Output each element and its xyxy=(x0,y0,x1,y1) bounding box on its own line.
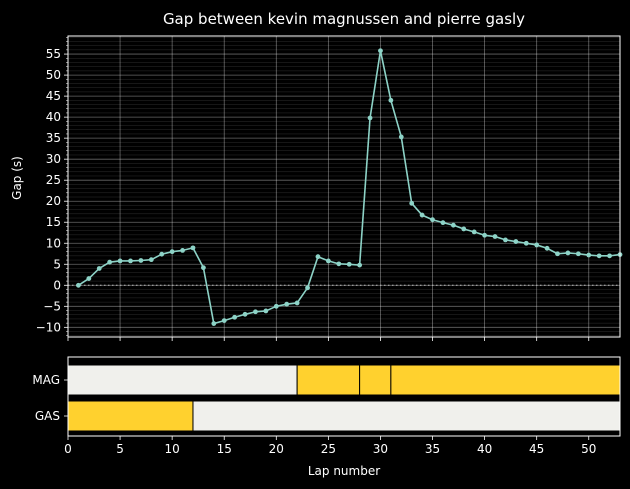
x-tick-label: 35 xyxy=(425,442,440,456)
stint-bar-mag xyxy=(359,364,392,396)
gap-point xyxy=(503,237,508,243)
gap-point xyxy=(357,262,363,268)
gap-point xyxy=(253,309,258,315)
x-tick-label: 30 xyxy=(373,442,388,456)
gap-point xyxy=(76,282,81,288)
gap-point xyxy=(200,265,206,271)
plot-frame xyxy=(67,35,621,338)
y-tick-label: 10 xyxy=(46,236,61,250)
gap-point xyxy=(305,285,310,291)
gap-point xyxy=(284,301,290,307)
stint-bar-mag xyxy=(67,364,298,396)
gap-point xyxy=(336,261,342,267)
gap-point xyxy=(346,261,352,267)
gap-point xyxy=(159,251,165,257)
y-tick-label: −10 xyxy=(36,320,61,334)
gap-point xyxy=(325,258,331,264)
gap-point xyxy=(190,245,196,251)
gap-point xyxy=(294,300,300,306)
y-tick-label: 35 xyxy=(46,131,61,145)
x-tick-label: 25 xyxy=(321,442,336,456)
gap-point xyxy=(419,212,425,218)
gap-point xyxy=(138,258,144,263)
x-tick-label: 50 xyxy=(581,442,596,456)
gap-point xyxy=(315,254,321,260)
gap-point xyxy=(211,321,217,326)
tyre-stint-plot: MAG GAS 0 5 10 15 20 25 30 35 40 45 50 xyxy=(32,356,621,456)
gap-point xyxy=(430,217,435,223)
gap-point xyxy=(128,258,133,264)
gap-point xyxy=(461,226,467,232)
x-tick-label: 0 xyxy=(64,442,72,456)
gap-point xyxy=(263,308,269,314)
gap-point xyxy=(586,252,592,258)
gap-point xyxy=(242,311,248,317)
y-tick-label: 50 xyxy=(46,68,61,82)
gap-point xyxy=(148,257,154,263)
gap-point xyxy=(398,134,404,140)
gap-point xyxy=(367,115,373,121)
driver-label-mag: MAG xyxy=(32,373,60,387)
gap-point xyxy=(221,318,227,324)
x-tick-label: 40 xyxy=(477,442,492,456)
gap-point xyxy=(107,259,113,265)
gap-point xyxy=(534,242,540,248)
gap-point xyxy=(596,253,602,259)
x-tick-label: 15 xyxy=(217,442,232,456)
x-axis-label: Lap number xyxy=(308,464,380,478)
gap-point xyxy=(96,266,102,271)
y-tick-label: 55 xyxy=(46,47,61,61)
gap-point xyxy=(523,240,529,246)
x-tick-label: 10 xyxy=(165,442,180,456)
y-tick-label: 40 xyxy=(46,110,61,124)
gap-point xyxy=(232,314,238,320)
y-tick-label: −5 xyxy=(43,299,61,313)
gap-point xyxy=(169,249,175,255)
y-tick-label: 0 xyxy=(53,278,61,292)
y-tick-label: 15 xyxy=(46,215,61,229)
gap-point xyxy=(440,220,446,226)
gap-point xyxy=(575,251,581,257)
y-tick-label: 5 xyxy=(53,257,61,271)
gap-point xyxy=(180,247,185,253)
gap-point xyxy=(555,251,560,257)
gap-point xyxy=(492,234,498,239)
gap-point xyxy=(565,250,571,256)
gap-point xyxy=(409,200,415,206)
gap-point xyxy=(378,48,383,54)
y-tick-label: 45 xyxy=(46,89,61,103)
gap-point xyxy=(450,222,456,228)
y-tick-label: 30 xyxy=(46,152,61,166)
stint-bar-gas xyxy=(192,400,621,432)
x-tick-label: 5 xyxy=(116,442,124,456)
gap-point xyxy=(117,258,123,264)
gap-point xyxy=(388,97,394,103)
gap-point xyxy=(544,245,550,251)
gap-point xyxy=(513,239,519,244)
y-tick-label: 25 xyxy=(46,173,61,187)
x-tick-label: 20 xyxy=(269,442,284,456)
stint-bar-gas xyxy=(67,400,194,432)
stint-bar-mag xyxy=(390,364,621,396)
stint-frame xyxy=(67,356,621,437)
y-tick-label: 20 xyxy=(46,194,61,208)
gap-point xyxy=(607,253,612,259)
chart-title: Gap between kevin magnussen and pierre g… xyxy=(163,10,525,28)
gap-point xyxy=(482,232,488,238)
gap-plot: −10 −5 0 5 10 15 20 25 30 35 40 45 50 55 xyxy=(36,35,623,341)
x-tick-label: 45 xyxy=(529,442,544,456)
gap-point xyxy=(471,229,477,235)
gap-point xyxy=(86,276,92,281)
stint-bar-mag xyxy=(296,364,361,396)
gap-point xyxy=(273,303,279,309)
y-axis-label: Gap (s) xyxy=(10,156,24,200)
driver-label-gas: GAS xyxy=(35,409,60,423)
